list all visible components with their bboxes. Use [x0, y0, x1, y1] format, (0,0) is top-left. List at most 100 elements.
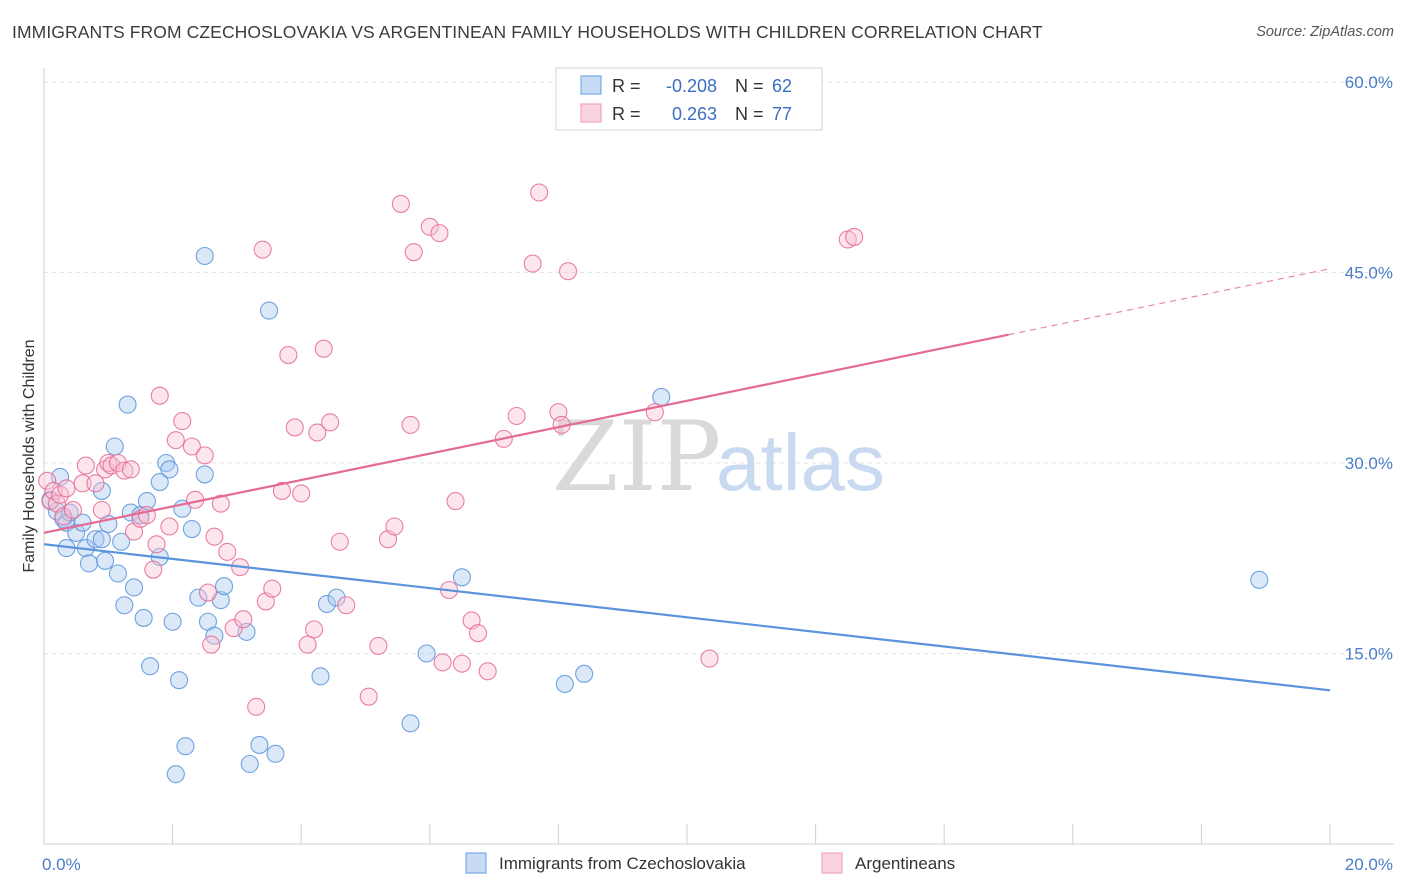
data-point: [195, 246, 214, 266]
data-point: [163, 612, 182, 631]
legend-r-value-argentineans: 0.263: [672, 104, 717, 124]
data-point: [169, 671, 189, 690]
data-point: [195, 446, 214, 465]
y-tick-label-60: 60.0%: [1345, 73, 1393, 92]
trend-line-extension-argentineans: [1008, 268, 1331, 336]
data-point: [195, 465, 214, 484]
legend-n-label-argentineans: N =: [735, 104, 764, 124]
chart-title: IMMIGRANTS FROM CZECHOSLOVAKIA VS ARGENT…: [12, 22, 1043, 42]
bottom-legend-label-czechoslovakia: Immigrants from Czechoslovakia: [499, 854, 746, 873]
data-point: [92, 500, 111, 520]
data-point: [160, 460, 179, 479]
data-point: [124, 578, 144, 597]
data-point: [63, 500, 82, 520]
data-point: [79, 554, 99, 573]
data-point: [446, 492, 465, 511]
data-point: [115, 461, 134, 480]
correlation-legend: R = -0.208 N = 62 R = 0.263 N = 77: [555, 67, 823, 131]
data-point: [478, 662, 497, 681]
data-point: [67, 523, 86, 542]
data-point: [259, 301, 279, 320]
data-point: [369, 636, 388, 655]
data-point: [147, 535, 166, 554]
y-tick-label-15: 15.0%: [1345, 645, 1393, 664]
x-ticks: [43, 824, 1331, 844]
data-point: [121, 460, 140, 479]
data-point: [57, 479, 76, 498]
legend-n-value-argentineans: 77: [772, 104, 792, 124]
watermark-atlas: atlas: [716, 418, 885, 507]
data-point: [141, 657, 160, 676]
data-point: [176, 737, 195, 756]
data-point: [401, 415, 420, 434]
data-point: [700, 649, 719, 668]
data-point: [845, 227, 864, 246]
data-point: [198, 583, 218, 602]
legend-r-label-czechoslovakia: R =: [612, 76, 641, 96]
data-point: [38, 471, 57, 490]
x-tick-label-max: 20.0%: [1345, 855, 1393, 874]
data-point: [401, 714, 420, 733]
data-point: [575, 664, 594, 683]
data-point: [173, 412, 192, 431]
data-series: [38, 183, 1269, 784]
data-point: [305, 620, 324, 639]
data-point: [292, 484, 311, 503]
data-point: [137, 506, 156, 525]
data-point: [105, 437, 124, 456]
trend-line-argentineans: [43, 333, 1009, 534]
data-point: [99, 453, 118, 473]
data-point: [144, 560, 163, 579]
y-tick-label-30: 30.0%: [1345, 454, 1393, 473]
legend-swatch-czechoslovakia: [580, 75, 602, 95]
data-point: [555, 674, 574, 694]
data-point: [317, 594, 336, 614]
data-point: [247, 697, 266, 716]
bottom-legend-label-argentineans: Argentineans: [855, 854, 955, 873]
data-point: [385, 517, 404, 536]
series-argentineans: [38, 183, 864, 716]
bottom-legend-swatch-argentineans: [821, 852, 843, 874]
data-point: [311, 667, 330, 686]
data-point: [112, 532, 131, 551]
data-point: [189, 588, 208, 607]
data-point: [115, 596, 134, 615]
data-point: [652, 387, 671, 407]
data-point: [160, 517, 179, 536]
legend-n-value-czechoslovakia: 62: [772, 76, 792, 96]
data-point: [263, 579, 282, 598]
data-point: [417, 644, 436, 663]
legend-swatch-argentineans: [580, 103, 602, 123]
data-point: [150, 472, 169, 492]
data-point: [182, 437, 201, 456]
series-legend: Immigrants from Czechoslovakia Argentine…: [465, 852, 955, 874]
data-point: [73, 474, 92, 493]
data-point: [298, 635, 317, 654]
data-point: [452, 654, 472, 673]
data-point: [337, 596, 356, 615]
watermark-zip: ZIP: [552, 401, 721, 513]
data-point: [96, 551, 115, 570]
bottom-legend-swatch-czechoslovakia: [465, 852, 487, 874]
legend-n-label-czechoslovakia: N =: [735, 76, 764, 96]
data-point: [250, 735, 269, 754]
y-axis-label: Family Households with Children: [21, 340, 38, 573]
data-point: [314, 339, 333, 358]
data-point: [285, 418, 304, 437]
data-point: [166, 765, 185, 784]
data-point: [211, 494, 230, 513]
data-point: [92, 481, 111, 500]
data-point: [182, 519, 201, 539]
data-point: [359, 687, 378, 706]
data-point: [86, 474, 105, 493]
data-point: [321, 413, 340, 432]
data-point: [240, 754, 259, 774]
data-point: [279, 345, 298, 365]
data-point: [391, 194, 410, 213]
data-point: [530, 183, 549, 202]
data-point: [92, 530, 111, 549]
data-point: [430, 224, 449, 243]
x-tick-label-min: 0.0%: [42, 855, 81, 874]
data-point: [137, 492, 156, 511]
